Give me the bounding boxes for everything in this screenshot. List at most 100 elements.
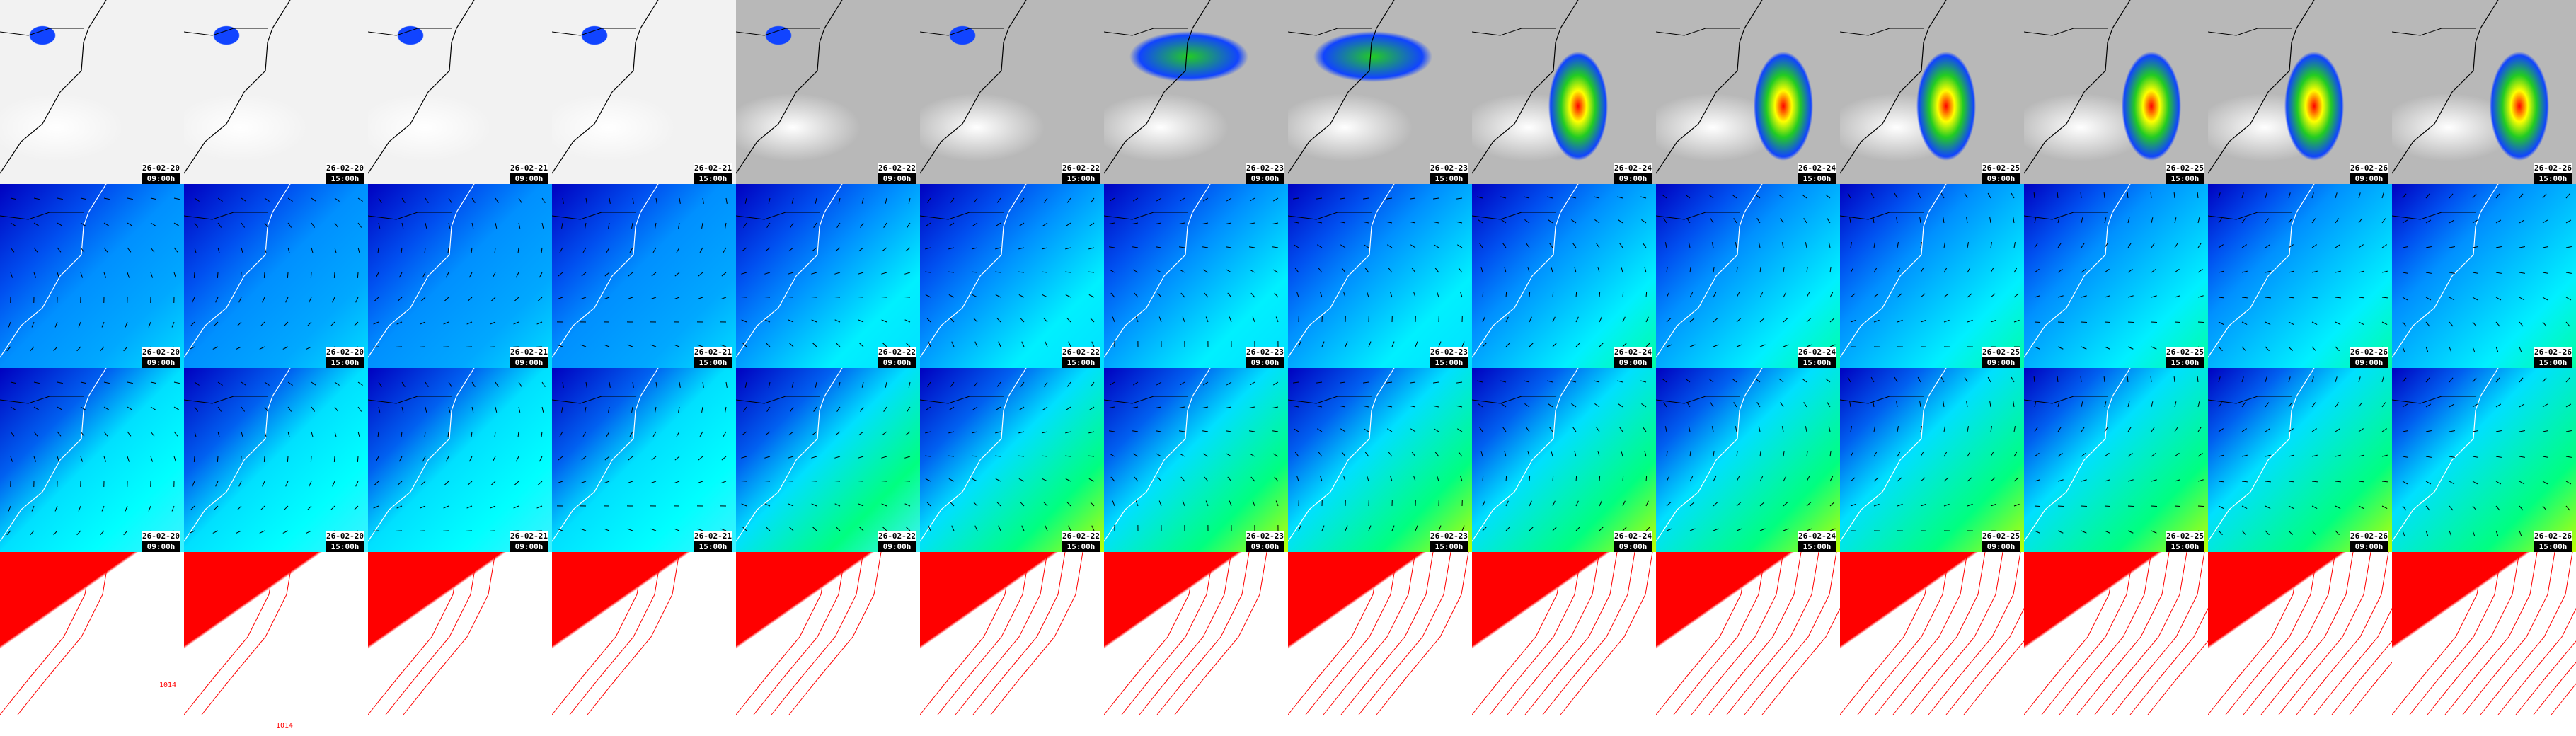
- isobar-line: [955, 552, 1048, 715]
- wind-arrow: [2565, 297, 2572, 301]
- wind-arrow: [765, 343, 771, 347]
- wind-map-tile: 26-02-25 15:00h: [2024, 184, 2208, 368]
- wind-arrow: [1829, 502, 1835, 507]
- wind-arrow: [127, 272, 130, 278]
- coastline-path: [920, 0, 1027, 174]
- wind-arrow: [1109, 453, 1115, 457]
- wind-arrow: [1316, 381, 1323, 384]
- wind-arrow: [581, 272, 587, 277]
- wind-arrow: [378, 197, 382, 204]
- wind-arrow: [2519, 321, 2524, 327]
- coastline: [1288, 184, 1465, 358]
- wind-arrow: [127, 431, 132, 437]
- wind-arrow: [2241, 402, 2246, 408]
- wind-arrow: [2197, 217, 2200, 224]
- wind-arrow: [2057, 192, 2059, 199]
- wind-arrow: [835, 431, 841, 436]
- date-label: 26-02-24: [1798, 347, 1836, 357]
- isobar-line: [2515, 640, 2576, 715]
- wind-arrow: [2358, 454, 2364, 457]
- isobar-line: [1857, 552, 1950, 715]
- wind-arrow: [764, 319, 771, 323]
- wind-arrow: [815, 381, 817, 388]
- wind-arrow: [2519, 377, 2524, 383]
- wind-arrow: [471, 406, 474, 413]
- wind-arrow: [858, 319, 864, 323]
- wind-arrow: [445, 456, 449, 462]
- wind-arrow: [2034, 295, 2040, 298]
- isobar-line: [2462, 552, 2555, 715]
- wind-arrow: [2425, 193, 2430, 199]
- wind-arrow: [655, 406, 657, 413]
- wind-arrow: [1202, 197, 1209, 202]
- wind-arrow: [2519, 219, 2525, 224]
- wind-arrow: [1688, 242, 1691, 248]
- wind-arrow: [443, 505, 449, 509]
- wind-arrow: [33, 272, 36, 278]
- wind-arrow: [1293, 221, 1299, 224]
- wind-arrow: [949, 406, 955, 410]
- wind-arrow: [425, 381, 429, 388]
- isobar-line: [2551, 683, 2576, 715]
- precipitation-map-tile: 26-02-23 15:00h: [1288, 0, 1472, 184]
- wind-arrow: [80, 197, 86, 200]
- time-label: 09:00h: [2350, 357, 2388, 368]
- wind-arrow: [1595, 427, 1600, 432]
- border-path: [184, 212, 268, 220]
- coastline-path: [0, 0, 107, 174]
- coastline-path: [2392, 368, 2499, 542]
- wind-arrow: [1458, 452, 1463, 457]
- isobar-line: [1945, 607, 2024, 715]
- wind-arrow: [2542, 321, 2547, 327]
- coastline: [552, 184, 728, 358]
- wind-arrow: [1529, 475, 1531, 482]
- isobar-line: [184, 552, 277, 715]
- wind-arrow: [1340, 428, 1346, 432]
- wind-arrow: [1990, 293, 1996, 298]
- wind-arrow: [1478, 403, 1483, 408]
- wind-arrow: [2174, 505, 2181, 507]
- wind-arrow: [1524, 196, 1530, 199]
- wind-arrow: [2335, 454, 2341, 457]
- wind-arrow: [492, 272, 496, 278]
- wind-arrow: [995, 431, 1001, 434]
- wind-arrow: [127, 197, 133, 200]
- time-label: 09:00h: [1982, 357, 2020, 368]
- coastline: [1472, 184, 1651, 358]
- wind-arrow: [1179, 197, 1185, 202]
- wind-arrow: [1112, 500, 1115, 507]
- border-path: [0, 212, 84, 220]
- isobar-line: [1489, 552, 1582, 715]
- wind-arrow: [1917, 192, 1921, 199]
- border-path: [2392, 28, 2476, 36]
- precipitation-map-tile: 26-02-21 15:00h: [552, 0, 736, 184]
- wind-arrow: [1066, 406, 1071, 410]
- wind-arrow: [1411, 452, 1416, 457]
- wind-arrow: [2449, 377, 2454, 383]
- time-label: 09:00h: [142, 357, 180, 368]
- wind-arrow: [811, 319, 817, 323]
- wind-arrow: [951, 525, 955, 531]
- wind-arrow: [2218, 454, 2224, 457]
- wind-arrow: [2174, 243, 2178, 248]
- wind-arrow: [1710, 217, 1714, 224]
- wind-arrow: [606, 431, 610, 437]
- isobar-line: [1875, 552, 1968, 715]
- wind-arrow: [333, 456, 335, 463]
- wind-arrow: [1018, 431, 1025, 434]
- wind-arrow: [1897, 451, 1901, 457]
- wind-arrow: [1663, 401, 1667, 408]
- isobar-line: [753, 552, 846, 715]
- wind-arrow: [2402, 481, 2408, 485]
- wind-arrow: [1735, 242, 1737, 248]
- wind-arrow: [2519, 530, 2522, 536]
- wind-arrow: [1850, 267, 1854, 273]
- isobar-lines: [920, 552, 1083, 715]
- wind-arrow: [674, 456, 680, 461]
- wind-arrow: [1622, 343, 1628, 347]
- wind-arrow: [2013, 451, 2018, 457]
- wind-arrow: [2495, 456, 2502, 458]
- wind-arrow: [31, 505, 35, 512]
- wind-arrow: [1552, 527, 1558, 531]
- wind-arrow: [2288, 428, 2294, 432]
